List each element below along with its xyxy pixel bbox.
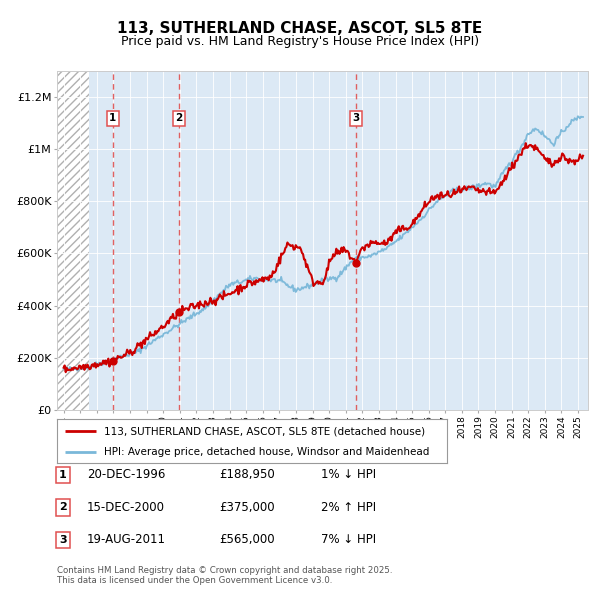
Text: 3: 3 [353, 113, 360, 123]
Text: 2: 2 [59, 503, 67, 512]
Text: £188,950: £188,950 [219, 468, 275, 481]
Bar [57, 71, 89, 410]
Text: 1: 1 [109, 113, 116, 123]
Text: 113, SUTHERLAND CHASE, ASCOT, SL5 8TE: 113, SUTHERLAND CHASE, ASCOT, SL5 8TE [118, 21, 482, 35]
Text: 3: 3 [59, 535, 67, 545]
Text: 20-DEC-1996: 20-DEC-1996 [87, 468, 166, 481]
Text: 7% ↓ HPI: 7% ↓ HPI [321, 533, 376, 546]
Text: 15-DEC-2000: 15-DEC-2000 [87, 501, 165, 514]
Text: 19-AUG-2011: 19-AUG-2011 [87, 533, 166, 546]
Text: 2: 2 [176, 113, 183, 123]
Text: HPI: Average price, detached house, Windsor and Maidenhead: HPI: Average price, detached house, Wind… [104, 447, 429, 457]
Text: £375,000: £375,000 [219, 501, 275, 514]
Text: 1% ↓ HPI: 1% ↓ HPI [321, 468, 376, 481]
Text: Contains HM Land Registry data © Crown copyright and database right 2025.
This d: Contains HM Land Registry data © Crown c… [57, 566, 392, 585]
Text: £565,000: £565,000 [219, 533, 275, 546]
Text: 1: 1 [59, 470, 67, 480]
Text: 2% ↑ HPI: 2% ↑ HPI [321, 501, 376, 514]
Text: 113, SUTHERLAND CHASE, ASCOT, SL5 8TE (detached house): 113, SUTHERLAND CHASE, ASCOT, SL5 8TE (d… [104, 427, 425, 436]
Text: Price paid vs. HM Land Registry's House Price Index (HPI): Price paid vs. HM Land Registry's House … [121, 35, 479, 48]
